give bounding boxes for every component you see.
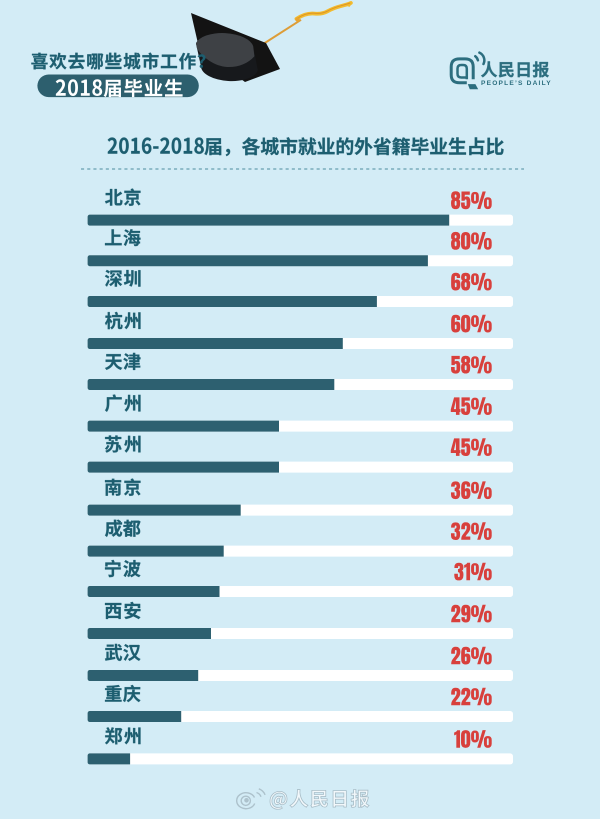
svg-text:PEOPLE’S DAILY: PEOPLE’S DAILY	[481, 80, 552, 87]
